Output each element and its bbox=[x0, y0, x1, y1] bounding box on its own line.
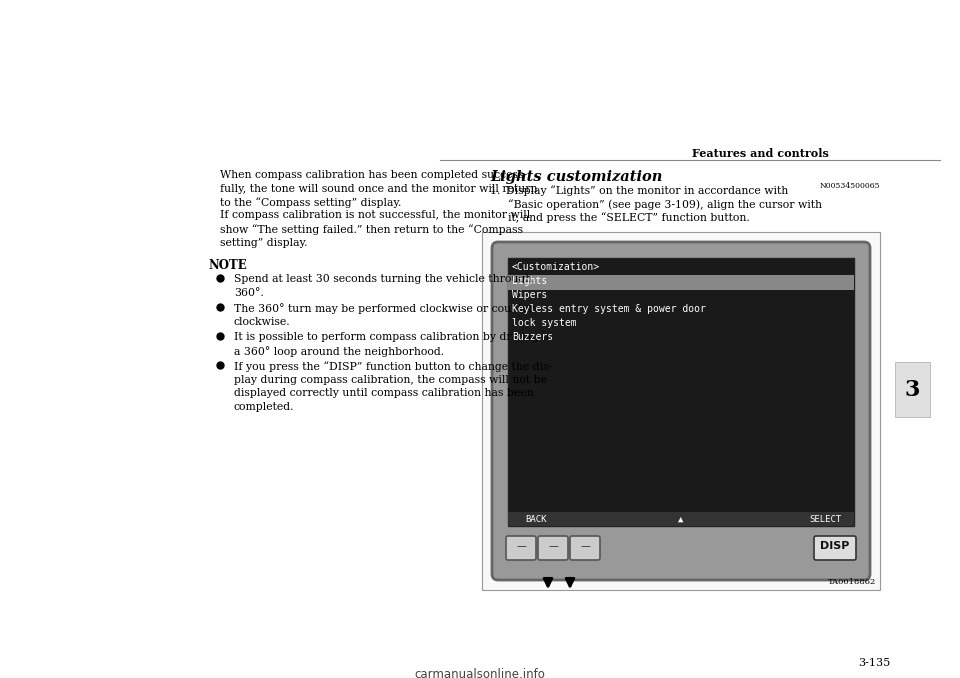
Text: fully, the tone will sound once and the monitor will return: fully, the tone will sound once and the … bbox=[220, 184, 538, 193]
Text: Spend at least 30 seconds turning the vehicle through: Spend at least 30 seconds turning the ve… bbox=[234, 275, 532, 285]
Text: Buzzers: Buzzers bbox=[512, 332, 553, 342]
Text: a 360° loop around the neighborhood.: a 360° loop around the neighborhood. bbox=[234, 346, 444, 357]
Text: setting” display.: setting” display. bbox=[220, 237, 307, 247]
Text: ▲: ▲ bbox=[679, 515, 684, 524]
FancyBboxPatch shape bbox=[492, 242, 870, 580]
Text: lock system: lock system bbox=[512, 318, 577, 328]
Text: clockwise.: clockwise. bbox=[234, 317, 291, 327]
Text: “Basic operation” (see page 3-109), align the cursor with: “Basic operation” (see page 3-109), alig… bbox=[508, 199, 822, 210]
Bar bbox=[508, 275, 854, 290]
Text: Wipers: Wipers bbox=[512, 290, 547, 300]
Text: 1. Display “Lights” on the monitor in accordance with: 1. Display “Lights” on the monitor in ac… bbox=[490, 186, 788, 197]
Text: It is possible to perform compass calibration by driving in: It is possible to perform compass calibr… bbox=[234, 332, 553, 342]
Text: play during compass calibration, the compass will not be: play during compass calibration, the com… bbox=[234, 375, 547, 385]
Text: TA0018862: TA0018862 bbox=[828, 578, 876, 586]
Bar bbox=[508, 512, 854, 526]
Text: BACK: BACK bbox=[525, 515, 547, 524]
Text: Keyless entry system & power door: Keyless entry system & power door bbox=[512, 304, 706, 314]
Text: <Customization>: <Customization> bbox=[512, 262, 600, 272]
Text: 3: 3 bbox=[905, 380, 921, 401]
Text: DISP: DISP bbox=[820, 541, 850, 551]
Text: NOTE: NOTE bbox=[208, 259, 247, 272]
Text: to the “Compass setting” display.: to the “Compass setting” display. bbox=[220, 197, 401, 207]
Text: N00534500065: N00534500065 bbox=[820, 182, 880, 191]
Text: SELECT: SELECT bbox=[810, 515, 842, 524]
Text: —: — bbox=[548, 541, 558, 551]
Bar bbox=[482, 232, 880, 590]
FancyBboxPatch shape bbox=[814, 536, 856, 560]
FancyBboxPatch shape bbox=[570, 536, 600, 560]
Text: Lights: Lights bbox=[512, 276, 547, 286]
Text: —: — bbox=[580, 541, 589, 551]
FancyBboxPatch shape bbox=[538, 536, 568, 560]
FancyBboxPatch shape bbox=[506, 536, 536, 560]
Text: When compass calibration has been completed success-: When compass calibration has been comple… bbox=[220, 170, 527, 180]
Text: The 360° turn may be performed clockwise or counter-: The 360° turn may be performed clockwise… bbox=[234, 304, 538, 315]
Text: displayed correctly until compass calibration has been: displayed correctly until compass calibr… bbox=[234, 388, 534, 399]
Bar bbox=[895, 362, 930, 417]
Text: If compass calibration is not successful, the monitor will: If compass calibration is not successful… bbox=[220, 210, 530, 220]
Text: show “The setting failed.” then return to the “Compass: show “The setting failed.” then return t… bbox=[220, 224, 523, 235]
Text: 3-135: 3-135 bbox=[857, 658, 890, 668]
Text: Lights customization: Lights customization bbox=[490, 170, 662, 184]
Text: carmanualsonline.info: carmanualsonline.info bbox=[415, 668, 545, 678]
Text: 360°.: 360°. bbox=[234, 288, 264, 298]
Text: it, and press the “SELECT” function button.: it, and press the “SELECT” function butt… bbox=[508, 212, 750, 223]
Text: completed.: completed. bbox=[234, 402, 295, 412]
Text: If you press the “DISP” function button to change the dis-: If you press the “DISP” function button … bbox=[234, 361, 552, 372]
Text: —: — bbox=[516, 541, 526, 551]
Bar bbox=[508, 258, 854, 526]
Text: Features and controls: Features and controls bbox=[691, 148, 828, 159]
